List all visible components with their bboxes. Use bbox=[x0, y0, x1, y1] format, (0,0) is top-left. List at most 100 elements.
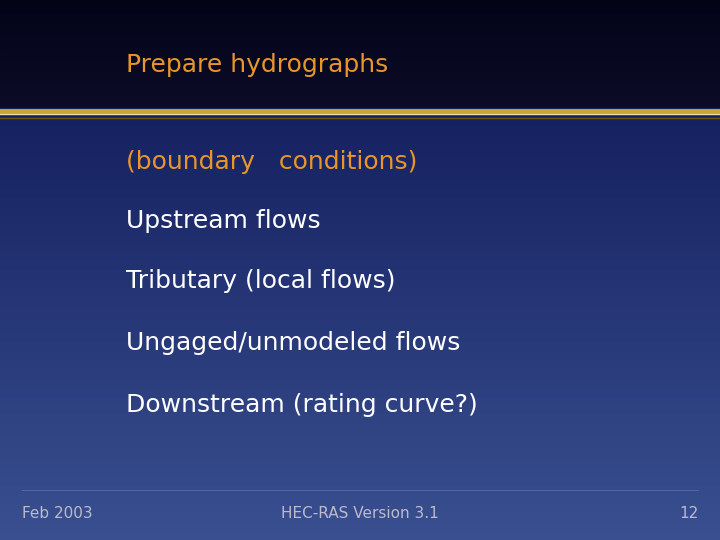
Bar bbox=[0, 198, 720, 200]
Bar bbox=[0, 126, 720, 128]
Bar bbox=[0, 18, 720, 20]
Text: (boundary   conditions): (boundary conditions) bbox=[126, 150, 418, 174]
Bar bbox=[0, 36, 720, 38]
Bar bbox=[0, 245, 720, 247]
Bar bbox=[0, 25, 720, 27]
Bar bbox=[0, 347, 720, 349]
Bar bbox=[0, 374, 720, 376]
Bar bbox=[0, 448, 720, 450]
Bar bbox=[0, 281, 720, 282]
Bar bbox=[0, 133, 720, 135]
Bar bbox=[0, 266, 720, 268]
Bar bbox=[0, 85, 720, 86]
Bar bbox=[0, 47, 720, 49]
Bar bbox=[0, 31, 720, 32]
Bar bbox=[0, 238, 720, 239]
Bar bbox=[0, 268, 720, 270]
Bar bbox=[0, 101, 720, 103]
Bar bbox=[0, 401, 720, 403]
Bar bbox=[0, 167, 720, 169]
Bar bbox=[0, 88, 720, 90]
Bar bbox=[0, 497, 720, 498]
Bar bbox=[0, 304, 720, 306]
Bar bbox=[0, 128, 720, 130]
Bar bbox=[0, 288, 720, 290]
Bar bbox=[0, 498, 720, 501]
Bar bbox=[0, 106, 720, 108]
Bar bbox=[0, 363, 720, 366]
Bar bbox=[0, 463, 720, 464]
Bar bbox=[0, 522, 720, 524]
Bar bbox=[0, 96, 720, 97]
Bar bbox=[0, 79, 720, 81]
Bar bbox=[0, 378, 720, 380]
Bar bbox=[0, 335, 720, 336]
Bar bbox=[0, 38, 720, 39]
Bar bbox=[0, 255, 720, 258]
Bar bbox=[0, 178, 720, 180]
Bar bbox=[0, 274, 720, 275]
Bar bbox=[0, 308, 720, 309]
Bar bbox=[0, 317, 720, 319]
Bar bbox=[0, 16, 720, 18]
Bar bbox=[0, 400, 720, 401]
Text: Tributary (local flows): Tributary (local flows) bbox=[126, 269, 395, 293]
Bar bbox=[0, 258, 720, 259]
Bar bbox=[0, 200, 720, 201]
Bar bbox=[0, 430, 720, 432]
Bar bbox=[0, 533, 720, 535]
Bar bbox=[0, 58, 720, 59]
Bar bbox=[0, 285, 720, 286]
Bar bbox=[0, 292, 720, 293]
Bar bbox=[0, 328, 720, 329]
Bar bbox=[0, 69, 720, 70]
Bar bbox=[0, 34, 720, 36]
Bar bbox=[0, 344, 720, 346]
Bar bbox=[0, 144, 720, 146]
Bar bbox=[0, 454, 720, 455]
Bar bbox=[0, 436, 720, 437]
Bar bbox=[0, 171, 720, 173]
Bar bbox=[0, 236, 720, 238]
Bar bbox=[0, 177, 720, 178]
Bar bbox=[0, 471, 720, 474]
Bar bbox=[0, 112, 720, 113]
Bar bbox=[0, 63, 720, 65]
Bar bbox=[0, 414, 720, 416]
Bar bbox=[0, 174, 720, 177]
Bar bbox=[0, 131, 720, 133]
Bar bbox=[0, 315, 720, 317]
Bar bbox=[0, 324, 720, 326]
Bar bbox=[0, 515, 720, 517]
Bar bbox=[0, 299, 720, 301]
Bar bbox=[0, 104, 720, 106]
Bar bbox=[0, 358, 720, 360]
Bar bbox=[0, 185, 720, 187]
Bar bbox=[0, 536, 720, 538]
Bar bbox=[0, 301, 720, 302]
Bar bbox=[0, 306, 720, 308]
Bar bbox=[0, 232, 720, 234]
Bar bbox=[0, 86, 720, 88]
Bar bbox=[0, 164, 720, 166]
Bar bbox=[0, 518, 720, 520]
Bar bbox=[0, 398, 720, 400]
Bar bbox=[0, 447, 720, 448]
Bar bbox=[0, 329, 720, 331]
Bar bbox=[0, 302, 720, 304]
Bar bbox=[0, 27, 720, 29]
Bar bbox=[0, 0, 720, 2]
Bar bbox=[0, 193, 720, 194]
Bar bbox=[0, 239, 720, 241]
Bar bbox=[0, 216, 720, 218]
Bar bbox=[0, 220, 720, 221]
Bar bbox=[0, 275, 720, 277]
Bar bbox=[0, 29, 720, 31]
Bar bbox=[0, 5, 720, 7]
Bar bbox=[0, 412, 720, 414]
Bar bbox=[0, 169, 720, 171]
Bar bbox=[0, 201, 720, 204]
Bar bbox=[0, 336, 720, 339]
Bar bbox=[0, 59, 720, 61]
Bar bbox=[0, 474, 720, 475]
